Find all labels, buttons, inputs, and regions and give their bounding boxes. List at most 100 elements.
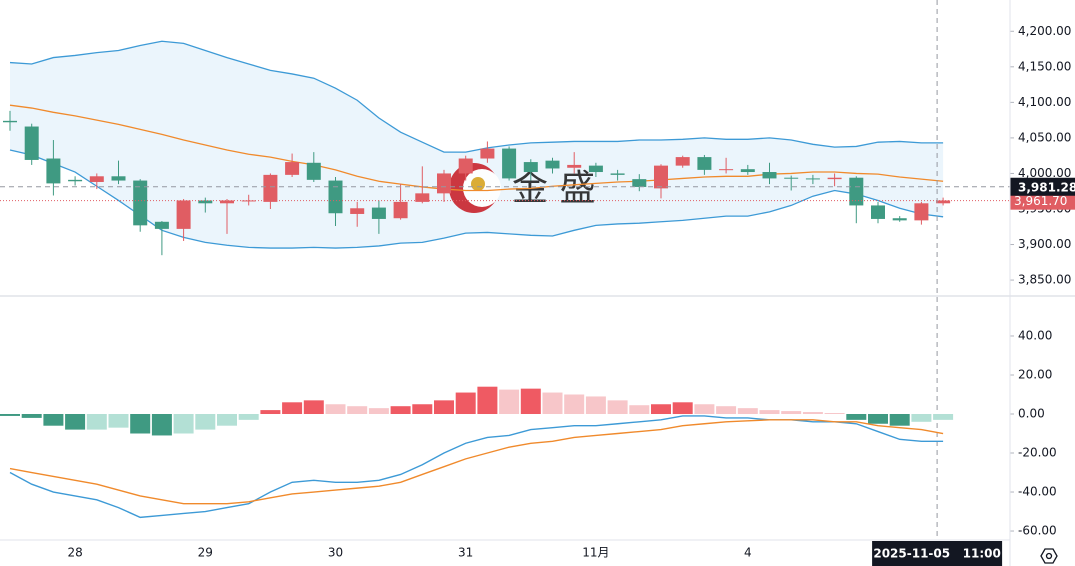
histogram-bar bbox=[759, 410, 780, 415]
histogram-bar bbox=[564, 394, 585, 415]
candle-body bbox=[437, 173, 451, 194]
candle-body bbox=[849, 177, 864, 206]
y-tick-label: 3,850.00 bbox=[1018, 273, 1071, 287]
histogram-bar bbox=[0, 414, 20, 416]
histogram-bar bbox=[868, 414, 888, 424]
candle-body bbox=[871, 205, 885, 219]
histogram-bar bbox=[173, 414, 194, 434]
candle-body bbox=[220, 200, 234, 204]
current-price-label: 3,961.70 bbox=[1014, 194, 1067, 208]
histogram-bar bbox=[195, 414, 216, 430]
candle-body bbox=[480, 148, 495, 159]
y-tick-label: 4,050.00 bbox=[1018, 130, 1071, 144]
histogram-bar bbox=[802, 412, 823, 415]
candle-body bbox=[632, 179, 647, 187]
x-tick-label: 4 bbox=[744, 546, 752, 560]
candle-body bbox=[154, 221, 169, 229]
candle-body bbox=[285, 162, 300, 175]
candle-body bbox=[936, 200, 951, 204]
candle-body bbox=[46, 158, 61, 184]
histogram-bar bbox=[933, 414, 954, 420]
histogram-bar bbox=[434, 400, 454, 415]
crosshair-time-box bbox=[872, 541, 1003, 566]
candle-body bbox=[3, 120, 17, 123]
candle-body bbox=[805, 178, 820, 180]
histogram-bar bbox=[781, 411, 802, 415]
current-price-box bbox=[1010, 191, 1075, 210]
x-tick-label: 28 bbox=[67, 546, 82, 560]
candle-body bbox=[545, 160, 560, 169]
candle-body bbox=[523, 162, 538, 173]
x-tick-label: 30 bbox=[328, 546, 343, 560]
crosshair-price-box bbox=[1010, 177, 1075, 196]
histogram-bar bbox=[282, 402, 303, 415]
candle-body bbox=[914, 203, 929, 221]
histogram-bar bbox=[21, 414, 42, 418]
candle-body bbox=[784, 177, 799, 179]
settings-icon-center bbox=[1045, 552, 1053, 560]
candle-body bbox=[675, 157, 690, 166]
candle-body bbox=[328, 180, 343, 214]
candle-body bbox=[610, 173, 625, 175]
y-tick-label: 0.00 bbox=[1018, 407, 1045, 421]
crosshair-price-label: 3,981.28 bbox=[1018, 180, 1075, 194]
histogram-bar bbox=[412, 404, 433, 415]
candle-body bbox=[502, 148, 517, 179]
candle-body bbox=[89, 176, 104, 182]
histogram-bar bbox=[86, 414, 107, 430]
histogram-bar bbox=[151, 414, 172, 436]
histogram-bar bbox=[694, 404, 715, 415]
histogram-bar bbox=[65, 414, 86, 430]
settings-button[interactable] bbox=[1040, 548, 1058, 564]
candle-body bbox=[68, 179, 83, 182]
histogram-bar bbox=[347, 406, 368, 415]
candle-body bbox=[567, 164, 582, 168]
histogram-bar bbox=[585, 396, 606, 415]
histogram-bar bbox=[499, 389, 520, 415]
candle-body bbox=[827, 177, 842, 180]
histogram-bar bbox=[238, 414, 259, 420]
band-line bbox=[9, 104, 944, 192]
candle-body bbox=[654, 165, 668, 189]
y-tick-label: 4,200.00 bbox=[1018, 24, 1071, 38]
histogram-bar bbox=[672, 402, 693, 415]
candle-body bbox=[458, 158, 473, 174]
candle-body bbox=[198, 200, 213, 204]
histogram-bar bbox=[520, 388, 541, 415]
histogram-bar bbox=[455, 392, 476, 415]
histogram-bar bbox=[737, 408, 758, 415]
y-tick-label: 3,900.00 bbox=[1018, 237, 1071, 251]
histogram-bar bbox=[130, 414, 151, 434]
histogram-bar bbox=[477, 386, 498, 415]
band-line bbox=[9, 149, 944, 249]
candle-body bbox=[719, 169, 734, 171]
histogram-bar bbox=[911, 414, 932, 422]
x-tick-label: 11月 bbox=[582, 546, 609, 560]
histogram-bar bbox=[303, 400, 324, 415]
y-tick-label: 20.00 bbox=[1018, 367, 1052, 381]
candle-body bbox=[306, 162, 321, 180]
candle-body bbox=[588, 165, 603, 173]
logo-ball bbox=[471, 177, 485, 191]
histogram-bar bbox=[325, 404, 346, 415]
histogram-bar bbox=[846, 414, 867, 420]
y-tick-label: -20.00 bbox=[1018, 446, 1057, 460]
histogram-bar bbox=[651, 404, 671, 415]
macd-line bbox=[9, 419, 944, 505]
candle-body bbox=[176, 200, 191, 229]
y-tick-label: 4,000.00 bbox=[1018, 166, 1071, 180]
band-fill bbox=[10, 41, 944, 249]
settings-icon bbox=[1040, 548, 1058, 564]
histogram-bar bbox=[108, 414, 129, 428]
candle-body bbox=[24, 126, 39, 160]
histogram-bar bbox=[390, 406, 411, 415]
x-tick-label: 29 bbox=[198, 546, 213, 560]
candle-body bbox=[762, 172, 777, 179]
y-tick-label: -60.00 bbox=[1018, 524, 1057, 538]
candle-body bbox=[697, 157, 712, 170]
candle-body bbox=[371, 207, 386, 219]
candle-body bbox=[263, 174, 278, 202]
histogram-bar bbox=[43, 414, 64, 426]
histogram-bar bbox=[542, 392, 563, 415]
candle-body bbox=[133, 180, 148, 226]
